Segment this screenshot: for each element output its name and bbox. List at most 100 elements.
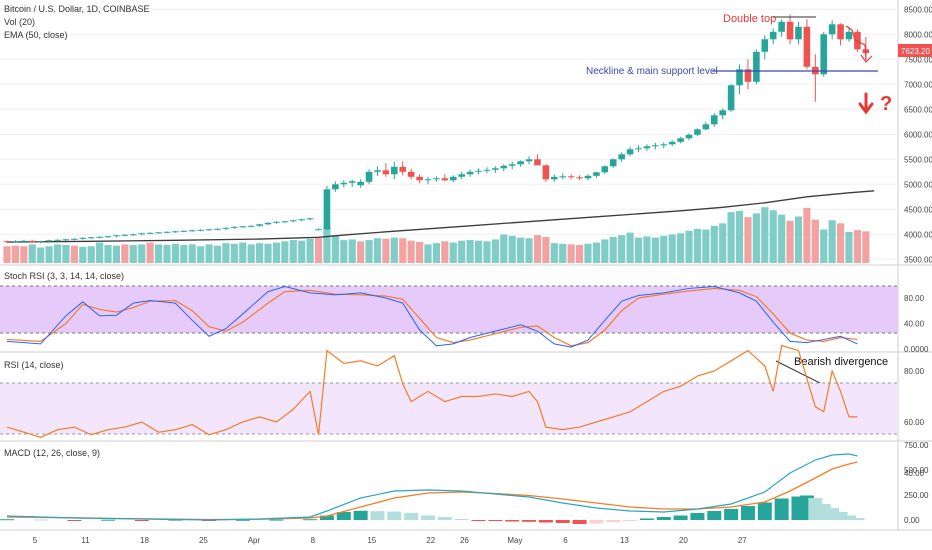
volume-bar <box>163 245 171 263</box>
annotations: Double top Neckline & main support level… <box>586 13 892 384</box>
candle <box>424 176 432 185</box>
candle-body <box>458 174 465 177</box>
volume-bar <box>719 223 727 263</box>
candle <box>685 133 693 141</box>
candle <box>205 228 213 231</box>
candle-body <box>828 24 836 35</box>
candle-body <box>197 229 204 231</box>
candle-body <box>79 237 87 239</box>
candle-body <box>155 232 162 234</box>
volume-bar <box>769 210 777 263</box>
neckline-label: Neckline & main support level <box>586 66 718 77</box>
volume-bar <box>298 240 306 263</box>
candle-body <box>534 159 541 166</box>
candle-body <box>391 166 398 175</box>
candle <box>374 166 381 176</box>
candle <box>348 179 356 187</box>
candle-body <box>635 148 642 150</box>
candle-body <box>62 239 70 241</box>
time-tick-label: 15 <box>367 536 376 545</box>
volume-bar <box>533 235 542 263</box>
candle <box>28 240 36 243</box>
macd-histogram-bar <box>538 520 553 523</box>
candle <box>753 49 760 85</box>
volume-bar <box>803 207 811 263</box>
candle <box>365 169 373 185</box>
macd-histogram-bar <box>774 498 789 520</box>
volume-bar <box>609 236 617 263</box>
volume-bar <box>256 243 264 263</box>
candle-body <box>803 26 811 67</box>
candle-body <box>104 236 112 238</box>
volume-bar <box>289 240 297 263</box>
macd-histogram-bar <box>134 520 149 521</box>
candle <box>643 144 651 151</box>
candle-body <box>837 24 844 40</box>
candle <box>475 168 482 175</box>
volume-bar <box>778 214 786 263</box>
candle <box>761 35 769 60</box>
candle <box>20 239 28 243</box>
candle-body <box>609 159 617 167</box>
candle-body <box>231 226 238 228</box>
candle <box>618 152 625 162</box>
candle-body <box>12 241 19 243</box>
macd-histogram-bar <box>724 509 739 520</box>
stoch-tick-label: 80.00 <box>904 294 925 303</box>
volume-bar <box>483 241 491 263</box>
volume-bar <box>828 220 836 263</box>
time-tick-label: 26 <box>460 536 469 545</box>
volume-bar <box>87 246 95 263</box>
macd-histogram-bar <box>572 520 587 524</box>
volume-bar <box>272 242 281 263</box>
volume-bar <box>331 235 339 263</box>
candle-body <box>702 124 710 130</box>
candle-body <box>769 31 777 40</box>
candle <box>508 161 516 170</box>
candle-body <box>449 176 457 181</box>
volume-bar <box>154 244 163 263</box>
candle <box>391 161 398 180</box>
candle <box>517 160 524 167</box>
candle-body <box>576 177 583 179</box>
candle <box>668 140 676 147</box>
candle <box>795 21 802 45</box>
macd-histogram-bar <box>319 515 334 520</box>
candle-body <box>340 182 348 185</box>
ema-legend: EMA (50, close) <box>4 30 68 40</box>
candle-body <box>256 224 263 226</box>
stoch-legend: Stoch RSI (3, 3, 14, 14, close) <box>4 271 124 281</box>
volume-bar <box>618 235 626 263</box>
candle <box>719 108 726 120</box>
candle <box>652 142 659 150</box>
candle-body <box>264 222 272 225</box>
candle-body <box>559 176 567 178</box>
candle <box>769 28 777 45</box>
macd-histogram-bar <box>235 519 250 521</box>
down-arrow-icon <box>858 92 874 115</box>
divergence-line <box>775 360 821 384</box>
candle <box>744 59 752 90</box>
time-tick-label: 27 <box>738 536 747 545</box>
time-tick-label: 6 <box>563 536 568 545</box>
candle-body <box>593 172 600 176</box>
volume-bar <box>592 242 600 263</box>
candle-body <box>71 238 78 240</box>
candle <box>416 174 423 184</box>
candle <box>525 156 533 165</box>
candle <box>382 163 390 177</box>
candle <box>289 219 297 223</box>
candles[interactable] <box>3 14 870 244</box>
price-grid <box>0 8 898 260</box>
candle-body <box>87 237 95 239</box>
candle <box>635 145 642 153</box>
candle <box>104 235 112 238</box>
candle-body <box>668 141 676 145</box>
volume-bar <box>693 228 702 263</box>
rsi-tick-label: 60.00 <box>904 418 925 427</box>
volume-bar <box>584 243 592 263</box>
candle <box>609 158 617 168</box>
volume-bar <box>685 230 693 263</box>
